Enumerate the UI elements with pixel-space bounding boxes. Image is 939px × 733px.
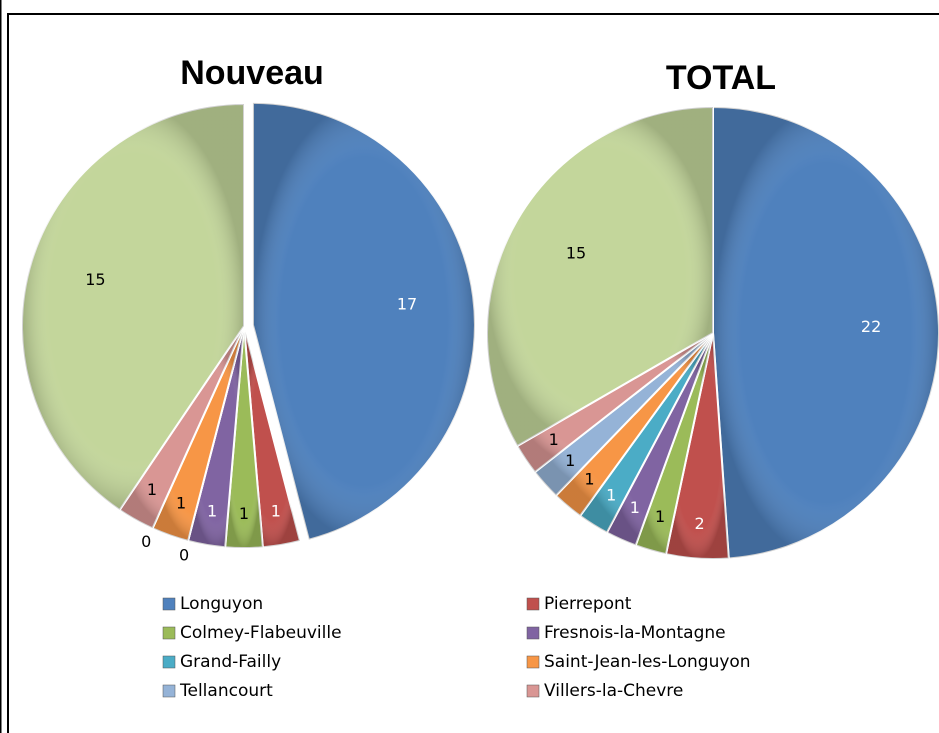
pie-slice bbox=[251, 101, 476, 541]
chart-title: TOTAL bbox=[666, 59, 776, 97]
legend-label: Colmey-Flabeuville bbox=[180, 623, 342, 643]
data-label: 2 bbox=[695, 514, 705, 533]
legend-label: Pierrepont bbox=[544, 594, 632, 614]
legend-swatch bbox=[526, 626, 540, 640]
legend-label: Villers-la-Chevre bbox=[544, 681, 683, 701]
legend-swatch bbox=[162, 626, 176, 640]
data-label: 1 bbox=[207, 501, 217, 520]
data-label: 0 bbox=[141, 532, 151, 551]
data-label: 1 bbox=[176, 493, 186, 512]
chart-title: Nouveau bbox=[180, 54, 324, 92]
legend-swatch bbox=[162, 684, 176, 698]
data-label: 1 bbox=[271, 501, 281, 520]
data-label: 1 bbox=[584, 470, 594, 489]
data-label: 22 bbox=[861, 317, 881, 336]
legend-label: Grand-Failly bbox=[180, 652, 281, 672]
data-label: 1 bbox=[606, 485, 616, 504]
data-label: 1 bbox=[630, 498, 640, 517]
legend-swatch bbox=[162, 597, 176, 611]
data-label: 1 bbox=[565, 451, 575, 470]
data-label: 15 bbox=[566, 243, 586, 262]
legend-label: Tellancourt bbox=[179, 681, 273, 701]
legend-swatch bbox=[526, 655, 540, 669]
legend-swatch bbox=[526, 684, 540, 698]
data-label: 1 bbox=[549, 430, 559, 449]
data-label: 17 bbox=[397, 295, 417, 314]
legend-label: Saint-Jean-les-Longuyon bbox=[544, 652, 751, 672]
data-label: 1 bbox=[239, 504, 249, 523]
data-label: 1 bbox=[655, 507, 665, 526]
pie-slice bbox=[712, 105, 939, 560]
data-label: 1 bbox=[147, 480, 157, 499]
data-label: 0 bbox=[179, 545, 189, 564]
frame bbox=[7, 13, 939, 733]
data-label: 15 bbox=[85, 270, 105, 289]
legend-swatch bbox=[526, 597, 540, 611]
legend-swatch bbox=[162, 655, 176, 669]
legend-label: Longuyon bbox=[180, 594, 263, 614]
legend-label: Fresnois-la-Montagne bbox=[544, 623, 726, 643]
